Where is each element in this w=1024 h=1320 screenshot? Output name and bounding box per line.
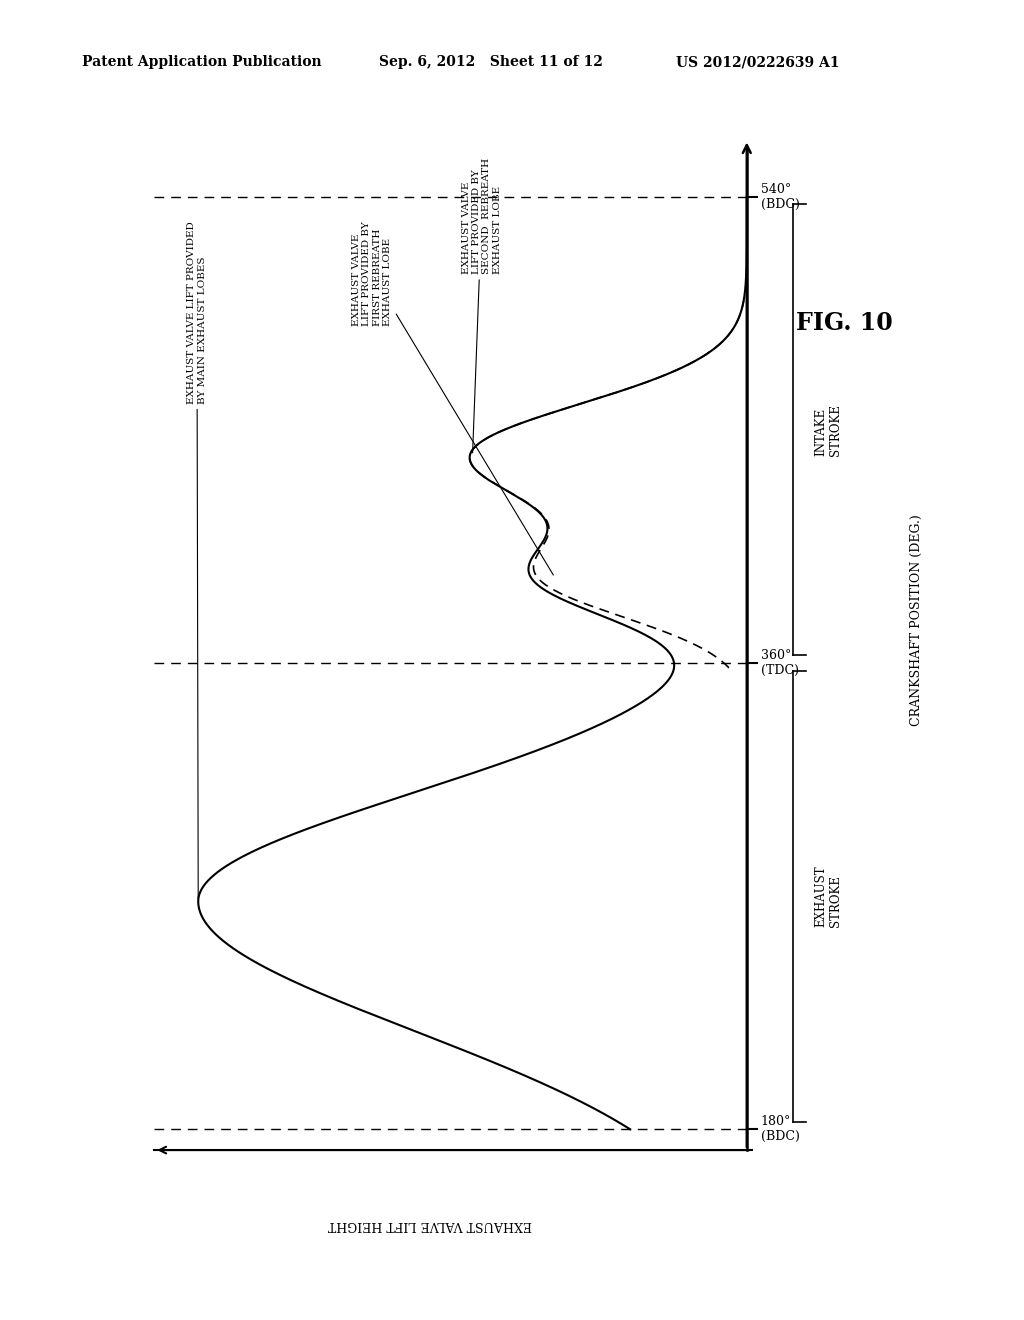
Text: EXHAUST
STROKE: EXHAUST STROKE <box>814 866 842 927</box>
Text: US 2012/0222639 A1: US 2012/0222639 A1 <box>676 55 840 70</box>
Text: EXHAUST VALVE LIFT PROVIDED
BY MAIN EXHAUST LOBES: EXHAUST VALVE LIFT PROVIDED BY MAIN EXHA… <box>187 220 207 899</box>
Text: 360°
(TDC): 360° (TDC) <box>761 649 799 677</box>
Text: EXHAUST VALVE
LIFT PROVIDED BY
FIRST REBREATH
EXHAUST LOBE: EXHAUST VALVE LIFT PROVIDED BY FIRST REB… <box>352 222 553 576</box>
Text: EXHAUST VALVE LIFT HEIGHT: EXHAUST VALVE LIFT HEIGHT <box>328 1218 532 1232</box>
Text: INTAKE
STROKE: INTAKE STROKE <box>814 404 842 455</box>
Text: Patent Application Publication: Patent Application Publication <box>82 55 322 70</box>
Text: 180°
(BDC): 180° (BDC) <box>761 1115 800 1143</box>
Text: CRANKSHAFT POSITION (DEG.): CRANKSHAFT POSITION (DEG.) <box>910 515 923 726</box>
Text: 540°
(BDC): 540° (BDC) <box>761 182 800 210</box>
Text: Sep. 6, 2012   Sheet 11 of 12: Sep. 6, 2012 Sheet 11 of 12 <box>379 55 603 70</box>
Text: EXHAUST VALVE
LIFT PROVIDED BY
SECOND  REBREATH
EXHAUST LOBE: EXHAUST VALVE LIFT PROVIDED BY SECOND RE… <box>462 158 502 453</box>
Text: FIG. 10: FIG. 10 <box>797 312 893 335</box>
